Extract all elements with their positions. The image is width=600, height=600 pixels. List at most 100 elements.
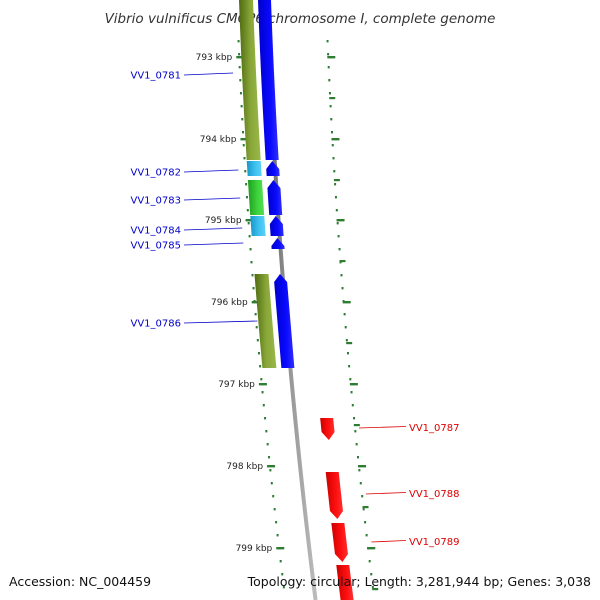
inner-dot [238, 53, 241, 56]
outer-dot [329, 105, 332, 108]
kbp-tick [276, 547, 285, 550]
outer-dot [341, 287, 344, 290]
gene-leader-line [183, 72, 234, 76]
outer-dot [331, 131, 334, 134]
gene-label: VV1_0789 [409, 537, 460, 548]
outer-dot [328, 92, 331, 95]
outer-dot [365, 534, 368, 537]
outer-dot [346, 352, 349, 355]
cds-feature [247, 180, 265, 215]
gene-labels: VV1_0781 VV1_0782 VV1_0783 VV1_0784 VV1_0785… [131, 71, 460, 549]
inner-dot [240, 105, 243, 108]
outer-kbp-tick [327, 56, 336, 59]
inner-dot [279, 560, 282, 563]
outer-dot [337, 235, 340, 238]
minor-tick [362, 506, 369, 509]
inner-dot [246, 209, 249, 212]
inner-dot [266, 443, 269, 446]
inner-dot [268, 456, 271, 459]
outer-dot [334, 183, 337, 186]
outer-dot [353, 417, 356, 420]
kbp-tick-label: 797 kbp [218, 380, 255, 390]
gene-arrow-reverse [258, 0, 279, 160]
inner-dot [237, 40, 240, 43]
gene-leader-line [365, 492, 407, 495]
outer-dot [351, 404, 354, 407]
outer-dot [357, 456, 360, 459]
outer-dot [364, 521, 367, 524]
outer-dot [349, 378, 352, 381]
gene-label: VV1_0784 [131, 226, 182, 237]
inner-dot [245, 196, 248, 199]
kbp-tick-marks: 793 kbp 794 kbp 795 kbp 796 kbp 797 kbp 798 k… [196, 53, 379, 591]
inner-dot [262, 404, 265, 407]
inner-dot [242, 131, 245, 134]
outer-dot [331, 144, 334, 147]
inner-dot [251, 274, 254, 277]
gene-label: VV1_0787 [409, 423, 460, 434]
outer-dot [328, 79, 331, 82]
kbp-tick [267, 465, 276, 468]
inner-dot [239, 79, 242, 82]
gene-leader-line [358, 426, 407, 429]
outer-dot [343, 313, 346, 316]
outer-dot [327, 53, 330, 56]
outer-dot [359, 482, 362, 485]
minor-tick [333, 179, 340, 182]
gene-label: VV1_0781 [131, 71, 182, 82]
cds-feature [246, 161, 262, 176]
gene-arrow-forward [336, 565, 354, 600]
kbp-tick-label: 799 kbp [236, 544, 273, 554]
outer-dot [327, 66, 330, 69]
inner-dot [253, 300, 256, 303]
minor-tick [346, 342, 353, 345]
gene-leader-line [183, 242, 244, 246]
inner-dot [241, 118, 244, 121]
outer-dot [358, 469, 361, 472]
kbp-tick-label: 793 kbp [196, 53, 233, 63]
outer-kbp-tick [331, 138, 340, 141]
inner-dot [275, 521, 278, 524]
minor-tick [329, 97, 336, 100]
outer-dot [370, 573, 373, 576]
gene-leader-line [183, 320, 258, 324]
kbp-tick [236, 56, 245, 59]
inner-dot [264, 417, 267, 420]
inner-dot [281, 573, 284, 576]
inner-dot [282, 586, 285, 589]
dotted-guide-rings [237, 40, 374, 589]
gene-label: VV1_0788 [409, 489, 460, 500]
inner-dot [244, 170, 247, 173]
inner-dot [249, 248, 252, 251]
inner-dot [247, 222, 250, 225]
outer-dot [326, 40, 329, 43]
outer-dot [362, 508, 365, 511]
inner-dot [248, 235, 251, 238]
gene-leader-line [183, 169, 239, 173]
inner-dot [252, 287, 255, 290]
outer-dot [368, 560, 371, 563]
kbp-tick [251, 301, 260, 304]
kbp-tick-label: 796 kbp [211, 298, 248, 308]
inner-dot [254, 313, 257, 316]
gene-label: VV1_0782 [131, 168, 182, 179]
outer-dot [340, 274, 343, 277]
gene-arrow-forward [325, 472, 343, 519]
outer-dot [336, 222, 339, 225]
inner-dot [242, 144, 245, 147]
map-title: Vibrio vulnificus CMCP6 chromosome I, co… [105, 11, 496, 27]
outer-dot [333, 170, 336, 173]
inner-dot [269, 469, 272, 472]
inner-dot [238, 66, 241, 69]
kbp-tick [245, 219, 254, 222]
cds-feature [250, 216, 266, 236]
outer-kbp-tick [336, 219, 345, 222]
inner-dot [257, 352, 260, 355]
gene-label: VV1_0785 [131, 241, 182, 252]
inner-dot [278, 547, 281, 550]
outer-dot [339, 261, 342, 264]
outer-kbp-tick [342, 301, 351, 304]
gene-arrow-reverse [269, 216, 284, 236]
kbp-tick [240, 138, 249, 141]
